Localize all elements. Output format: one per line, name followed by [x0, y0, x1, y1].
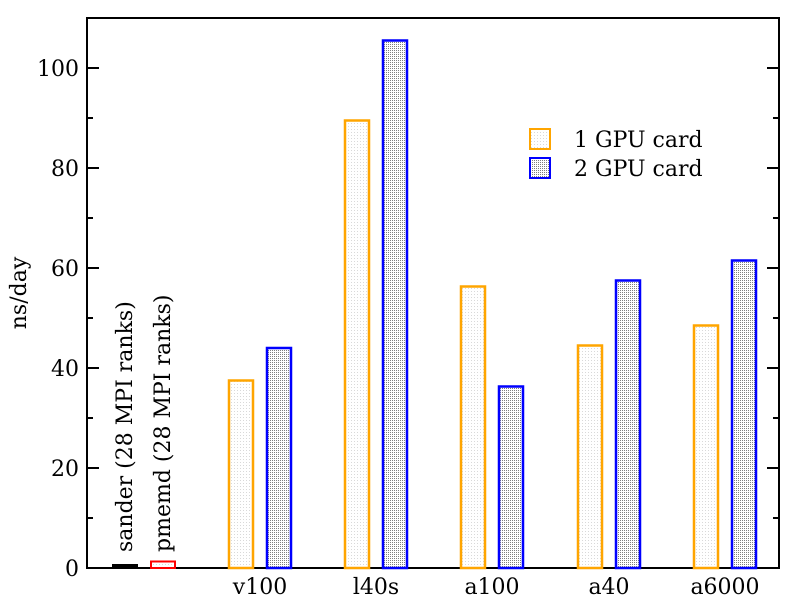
y-axis-label: ns/day: [7, 256, 32, 329]
legend: 1 GPU card 2 GPU card: [529, 128, 703, 182]
legend-swatch-2-gpu: [529, 157, 551, 179]
bar-l40s-2-gpu: [381, 39, 409, 570]
cpu-bar-label-1: pmemd (28 MPI ranks): [151, 295, 176, 553]
legend-label-1-gpu: 1 GPU card: [574, 128, 703, 153]
x-tick-label-v100: v100: [232, 575, 287, 600]
y-tick-label: 20: [51, 457, 79, 482]
y-tick-label: 100: [37, 57, 79, 82]
bar-a6000-1-gpu: [692, 324, 720, 570]
cpu-bar-label-0: sander (28 MPI ranks): [113, 301, 138, 552]
bar-v100-2-gpu: [265, 346, 293, 570]
bar-a40-2-gpu: [614, 279, 642, 570]
bar-a100-1-gpu: [459, 285, 487, 570]
x-tick-label-a6000: a6000: [690, 575, 759, 600]
bar-l40s-1-gpu: [343, 119, 371, 570]
legend-label-2-gpu: 2 GPU card: [574, 157, 703, 182]
y-axis-ticks: [87, 17, 779, 569]
x-axis-tick-labels: v100 l40s a100 a40 a6000: [232, 575, 760, 600]
x-tick-label-a100: a100: [464, 575, 519, 600]
y-tick-label: 40: [51, 357, 79, 382]
x-tick-label-l40s: l40s: [353, 575, 399, 600]
bar-a100-2-gpu: [497, 385, 525, 570]
x-tick-label-a40: a40: [588, 575, 629, 600]
bar-a6000-2-gpu: [730, 259, 758, 570]
cpu-bars: sander (28 MPI ranks) pmemd (28 MPI ranks…: [112, 295, 176, 569]
bar-v100-1-gpu: [227, 379, 255, 570]
gpu-bars: [227, 39, 758, 570]
plot-frame: [86, 17, 780, 569]
y-tick-label: 0: [65, 557, 79, 582]
y-tick-label: 80: [51, 157, 79, 182]
bar-cpu-1: [150, 560, 176, 569]
y-axis-tick-labels: 0 20 40 60 80 100: [37, 57, 79, 582]
y-tick-label: 60: [51, 257, 79, 282]
legend-swatch-1-gpu: [529, 128, 551, 150]
bar-cpu-0: [112, 564, 138, 569]
bar-a40-1-gpu: [576, 344, 604, 570]
